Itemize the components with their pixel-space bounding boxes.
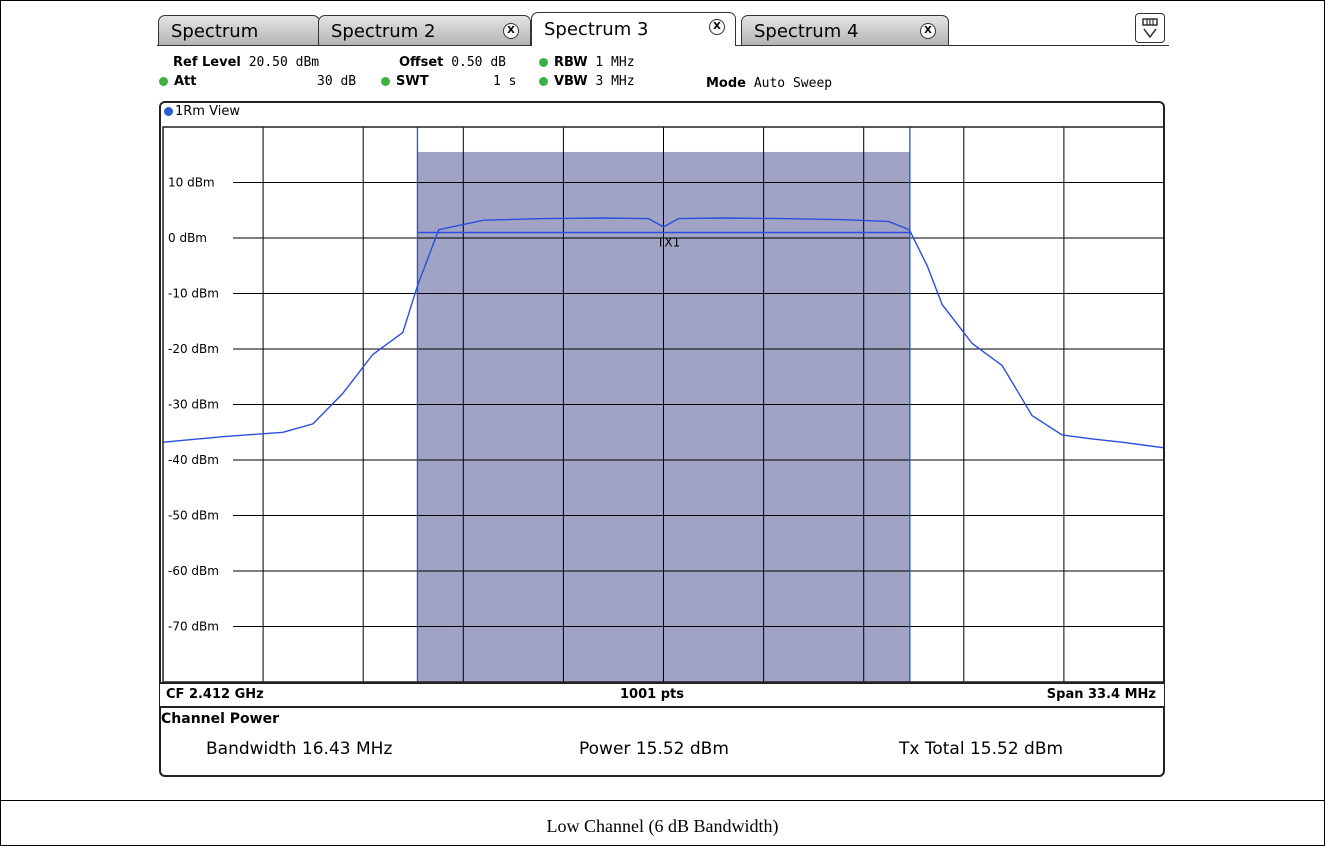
ref-level-label: Ref Level xyxy=(173,55,241,70)
y-tick-label: -70 dBm xyxy=(168,620,219,634)
tx-total-value: 15.52 dBm xyxy=(969,739,1064,759)
att-label: Att xyxy=(174,74,197,89)
mode-label: Mode xyxy=(706,76,746,91)
channel-label: TX1 xyxy=(656,235,680,249)
tab-label: Spectrum 2 xyxy=(331,21,436,42)
frequency-footer: CF 2.412 GHz 1001 pts Span 33.4 MHz xyxy=(160,682,1164,708)
att-value: 30 dB xyxy=(317,74,357,89)
table-divider xyxy=(0,800,1325,801)
status-dot-icon xyxy=(381,77,390,86)
measurement-settings: Ref Level 20.50 dBm Offset 0.50 dB RBW 1… xyxy=(157,52,1169,96)
tab-bar: Spectrum Spectrum 2 X Spectrum 4 X Spect… xyxy=(157,9,1169,49)
close-icon[interactable]: X xyxy=(503,23,519,39)
menu-button[interactable] xyxy=(1135,13,1165,43)
mode-value: Auto Sweep xyxy=(753,76,833,91)
spectrum-plot[interactable]: 10 dBm 0 dBm -10 dBm -20 dBm -30 dBm -40 dBm -… xyxy=(157,9,1169,771)
mode-setting[interactable]: Mode Auto Sweep xyxy=(706,76,832,91)
view-label: 1Rm View xyxy=(175,104,240,119)
tab-label: Spectrum 3 xyxy=(544,19,649,40)
att-setting[interactable]: Att xyxy=(159,74,197,89)
rbw-label: RBW xyxy=(554,55,588,70)
tx-total-readout: Tx Total 15.52 dBm xyxy=(899,739,1063,759)
y-tick-label: 0 dBm xyxy=(168,231,207,245)
offset-setting[interactable]: Offset 0.50 dB xyxy=(399,55,506,70)
y-tick-label: -10 dBm xyxy=(168,287,219,301)
close-icon[interactable]: X xyxy=(709,19,725,35)
tab-spectrum[interactable]: Spectrum xyxy=(158,15,320,45)
spectrum-trace xyxy=(162,217,1165,449)
y-tick-label: 10 dBm xyxy=(168,176,215,190)
vbw-value: 3 MHz xyxy=(595,74,635,89)
bandwidth-readout: Bandwidth 16.43 MHz xyxy=(206,739,392,759)
y-tick-label: -60 dBm xyxy=(168,564,219,578)
tx-total-label: Tx Total xyxy=(899,739,965,759)
ref-level-setting[interactable]: Ref Level 20.50 dBm xyxy=(173,55,319,70)
status-dot-icon xyxy=(159,77,168,86)
y-tick-label: -20 dBm xyxy=(168,342,219,356)
y-tick-label: -30 dBm xyxy=(168,398,219,412)
power-readout: Power 15.52 dBm xyxy=(579,739,729,759)
trace-view-header[interactable]: 1Rm View xyxy=(160,104,1165,123)
y-tick-label: -50 dBm xyxy=(168,509,219,523)
offset-label: Offset xyxy=(399,55,444,70)
trace-indicator-icon xyxy=(164,107,173,116)
y-tick-label: -40 dBm xyxy=(168,453,219,467)
bandwidth-label: Bandwidth xyxy=(206,739,297,759)
tab-spectrum-3[interactable]: Spectrum 3 X xyxy=(531,12,736,46)
tab-label: Spectrum 4 xyxy=(754,21,859,42)
spectrum-analyzer-window: Spectrum Spectrum 2 X Spectrum 4 X Spect… xyxy=(157,9,1169,777)
sweep-points: 1001 pts xyxy=(620,687,684,702)
vbw-label: VBW xyxy=(554,74,588,89)
swt-setting[interactable]: SWT xyxy=(381,74,429,89)
figure-caption: Low Channel (6 dB Bandwidth) xyxy=(546,816,779,836)
close-icon[interactable]: X xyxy=(920,23,936,39)
tab-spectrum-2[interactable]: Spectrum 2 X xyxy=(318,15,531,45)
swt-value: 1 s xyxy=(493,74,517,89)
ref-level-value: 20.50 dBm xyxy=(248,55,320,70)
rbw-value: 1 MHz xyxy=(595,55,635,70)
power-value: 15.52 dBm xyxy=(635,739,729,759)
status-dot-icon xyxy=(539,58,548,67)
channel-power-title: Channel Power xyxy=(161,711,280,727)
center-frequency: CF 2.412 GHz xyxy=(166,687,264,702)
tab-label: Spectrum xyxy=(171,21,259,42)
vbw-setting[interactable]: VBW 3 MHz xyxy=(539,74,635,89)
offset-value: 0.50 dB xyxy=(451,55,506,70)
bandwidth-value: 16.43 MHz xyxy=(301,739,393,759)
swt-label: SWT xyxy=(396,74,429,89)
tab-spectrum-4[interactable]: Spectrum 4 X xyxy=(741,15,949,45)
power-label: Power xyxy=(579,739,631,759)
span-value: Span 33.4 MHz xyxy=(1046,687,1156,702)
rbw-setting[interactable]: RBW 1 MHz xyxy=(539,55,635,70)
status-dot-icon xyxy=(539,77,548,86)
menu-icon xyxy=(1142,18,1158,39)
